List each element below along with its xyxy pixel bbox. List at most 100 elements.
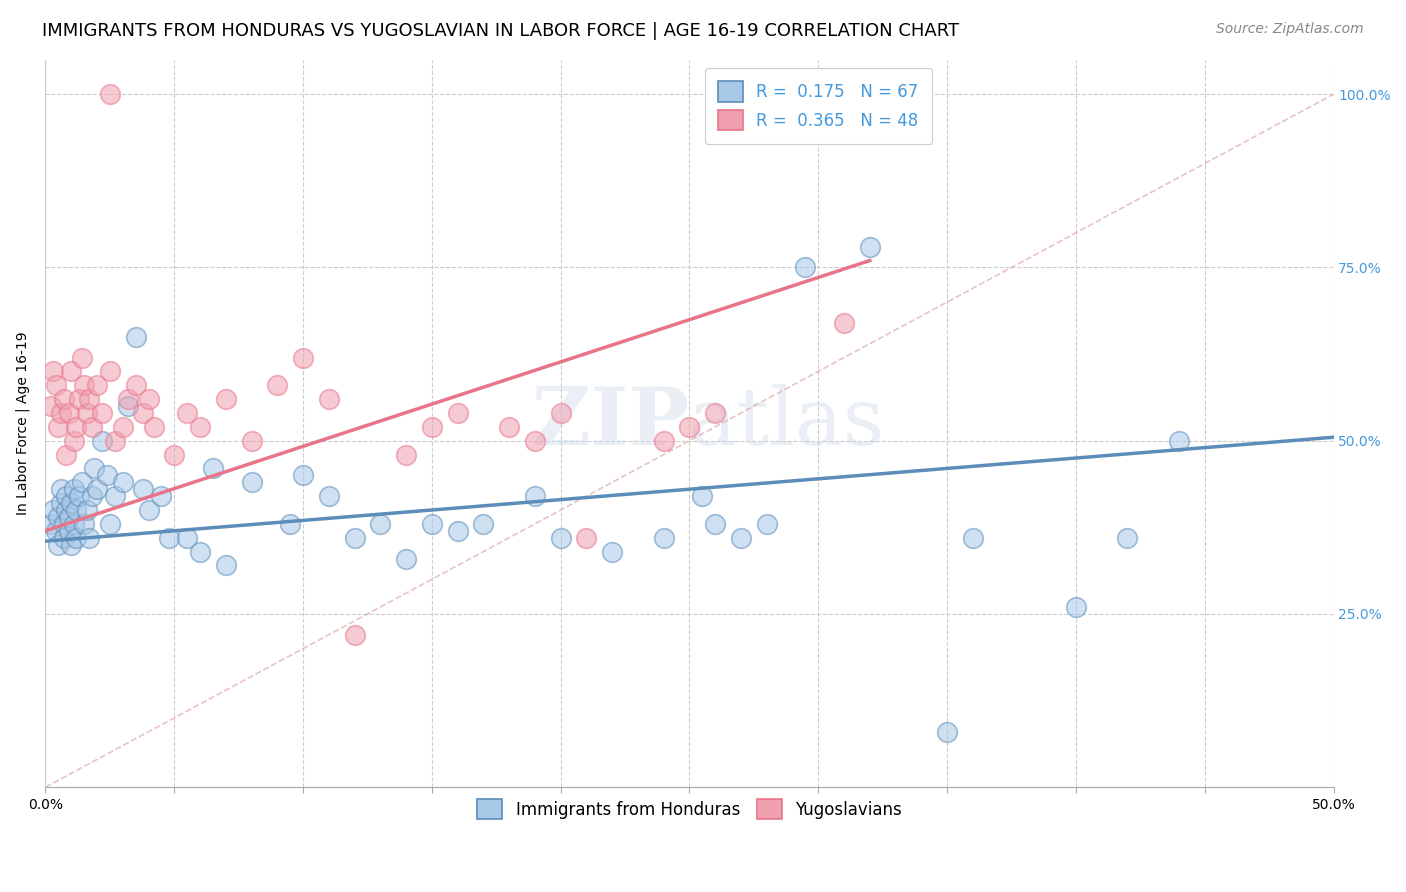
Point (80, 420, 103, 434)
Point (58, 524, 80, 538)
Point (45, 378, 67, 392)
Point (343, 531, 366, 545)
Point (73, 516, 96, 531)
Point (370, 516, 392, 531)
Point (48, 538, 70, 552)
Text: IMMIGRANTS FROM HONDURAS VS YUGOSLAVIAN IN LABOR FORCE | AGE 16-19 CORRELATION C: IMMIGRANTS FROM HONDURAS VS YUGOSLAVIAN … (42, 22, 959, 40)
Point (215, 558, 238, 573)
Text: ZIP: ZIP (533, 384, 689, 462)
Point (67, 489, 90, 503)
Point (498, 420, 520, 434)
Point (62, 482, 84, 496)
Point (77, 531, 100, 545)
Point (62, 516, 84, 531)
Point (755, 516, 778, 531)
Point (98, 87, 121, 102)
Point (39, 516, 62, 531)
Point (395, 551, 418, 566)
Point (45, 524, 67, 538)
Point (48, 420, 70, 434)
Point (52, 392, 75, 406)
Point (98, 364, 121, 378)
Point (176, 406, 198, 420)
Point (1064, 600, 1087, 615)
Point (240, 434, 263, 448)
Point (138, 392, 160, 406)
Point (188, 420, 211, 434)
Point (420, 420, 443, 434)
Point (42, 364, 65, 378)
Point (132, 482, 155, 496)
Point (65, 503, 87, 517)
Point (652, 434, 675, 448)
Point (70, 475, 93, 490)
Point (600, 544, 623, 558)
Point (523, 434, 546, 448)
Point (678, 420, 700, 434)
Text: atlas: atlas (689, 384, 884, 462)
Point (67, 392, 90, 406)
Point (55, 489, 77, 503)
Point (39, 399, 62, 413)
Point (446, 524, 468, 538)
Point (77, 392, 100, 406)
Point (117, 392, 139, 406)
Point (1168, 434, 1191, 448)
Point (550, 531, 572, 545)
Point (91, 434, 114, 448)
Point (60, 364, 83, 378)
Point (52, 516, 75, 531)
Point (157, 531, 180, 545)
Point (55, 448, 77, 462)
Point (117, 399, 139, 413)
Point (83, 461, 105, 475)
Point (49, 406, 72, 420)
Point (150, 489, 173, 503)
Point (652, 531, 675, 545)
Point (292, 351, 315, 365)
Point (62, 434, 84, 448)
Point (176, 531, 198, 545)
Point (124, 330, 146, 344)
Point (104, 434, 127, 448)
Point (292, 468, 315, 483)
Point (124, 378, 146, 392)
Point (65, 420, 87, 434)
Point (96, 468, 118, 483)
Point (704, 406, 727, 420)
Point (49, 482, 72, 496)
Point (962, 531, 984, 545)
Point (76, 503, 98, 517)
Point (104, 489, 127, 503)
Point (550, 406, 572, 420)
Point (55, 503, 77, 517)
Point (58, 510, 80, 524)
Point (794, 260, 817, 275)
Point (266, 378, 288, 392)
Point (215, 392, 238, 406)
Point (80, 489, 103, 503)
Point (111, 420, 134, 434)
Legend: Immigrants from Honduras, Yugoslavians: Immigrants from Honduras, Yugoslavians (471, 792, 908, 826)
Point (240, 475, 263, 490)
Point (859, 240, 882, 254)
Point (42, 503, 65, 517)
Point (318, 489, 340, 503)
Point (188, 544, 211, 558)
Point (395, 448, 418, 462)
Point (70, 351, 93, 365)
Point (730, 531, 752, 545)
Point (73, 378, 96, 392)
Point (163, 448, 186, 462)
Point (446, 406, 468, 420)
Point (523, 489, 546, 503)
Point (65, 531, 87, 545)
Point (420, 516, 443, 531)
Point (201, 461, 224, 475)
Point (343, 628, 366, 642)
Text: Source: ZipAtlas.com: Source: ZipAtlas.com (1216, 22, 1364, 37)
Point (60, 496, 83, 510)
Point (52, 531, 75, 545)
Point (692, 489, 714, 503)
Point (48, 510, 70, 524)
